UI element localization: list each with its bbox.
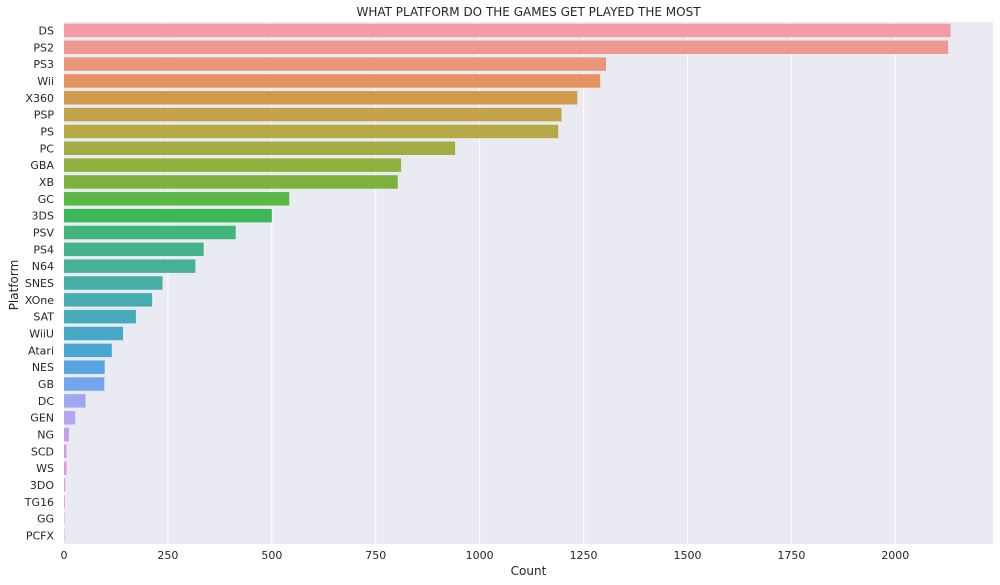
x-tick-label: 0: [61, 549, 68, 562]
y-tick-label: N64: [32, 260, 54, 273]
y-tick-label: PS: [40, 125, 54, 138]
y-tick-label: WS: [36, 462, 54, 475]
bar-ps2: [64, 40, 949, 54]
bar-ps4: [64, 242, 204, 257]
y-tick-label: WiiU: [29, 328, 54, 341]
x-tick-label: 2000: [881, 549, 909, 562]
y-tick-label: GG: [37, 513, 54, 526]
x-tick-label: 1000: [466, 549, 494, 562]
y-tick-label: NES: [32, 361, 54, 374]
bar-snes: [64, 276, 163, 290]
y-tick-label: PSV: [33, 226, 55, 239]
x-tick-labels: 0 250 500 750 1000 1250 1500 1750 2000: [61, 549, 910, 562]
y-tick-label: Atari: [28, 344, 54, 357]
x-tick-label: 250: [157, 549, 178, 562]
chart-title: WHAT PLATFORM DO THE GAMES GET PLAYED TH…: [356, 5, 701, 19]
y-tick-label: PS2: [33, 41, 54, 54]
y-tick-label: GC: [38, 193, 55, 206]
bar-gb: [64, 377, 105, 391]
bar-psv: [64, 225, 236, 240]
bar-atari: [64, 343, 112, 358]
y-tick-label: GB: [38, 378, 54, 391]
bar-ps3: [64, 57, 607, 71]
y-tick-label: SNES: [25, 277, 54, 290]
y-tick-label: DC: [38, 395, 54, 408]
x-tick-label: 750: [365, 549, 386, 562]
bar-nes: [64, 360, 105, 374]
bar-n64: [64, 259, 196, 273]
bars: [64, 23, 951, 543]
bar-gba: [64, 158, 402, 172]
y-tick-label: PS3: [33, 58, 54, 71]
y-tick-label: NG: [37, 429, 54, 442]
bar-x360: [64, 91, 578, 105]
bar-3do: [64, 478, 66, 492]
bar-ds: [64, 23, 951, 38]
x-tick-label: 1250: [570, 549, 598, 562]
y-tick-label: 3DS: [32, 210, 54, 223]
y-tick-label: XOne: [25, 294, 54, 307]
bar-psp: [64, 107, 562, 122]
bar-ws: [64, 461, 67, 475]
bar-dc: [64, 394, 86, 408]
x-axis-label: Count: [510, 564, 547, 578]
bar-xone: [64, 293, 153, 307]
bar-gc: [64, 192, 290, 206]
y-tick-label: PS4: [33, 243, 54, 256]
bar-ng: [64, 427, 69, 442]
x-tick-label: 1500: [673, 549, 701, 562]
y-tick-labels: DS PS2 PS3 Wii X360 PSP PS PC GBA XB GC 3DS PSV PS4 N6…: [24, 24, 55, 542]
bar-ps: [64, 124, 559, 139]
bar-3ds: [64, 208, 272, 223]
bar-gen: [64, 410, 76, 425]
bar-wiiu: [64, 326, 124, 341]
y-tick-label: SAT: [33, 311, 54, 324]
y-tick-label: GEN: [30, 412, 54, 425]
bar-sat: [64, 309, 136, 324]
y-tick-label: GBA: [30, 159, 54, 172]
bar-tg16: [64, 495, 65, 509]
y-tick-label: DS: [39, 24, 54, 37]
y-tick-label: PC: [40, 142, 55, 155]
y-tick-label: TG16: [24, 496, 54, 509]
bar-wii: [64, 74, 601, 88]
y-tick-label: X360: [25, 92, 54, 105]
x-tick-label: 1750: [777, 549, 805, 562]
bar-pc: [64, 141, 456, 156]
y-tick-label: PSP: [34, 109, 55, 122]
y-tick-label: 3DO: [30, 479, 54, 492]
y-tick-label: PCFX: [26, 530, 55, 543]
bar-xb: [64, 175, 398, 189]
y-tick-label: XB: [39, 176, 54, 189]
bar-scd: [64, 444, 67, 459]
y-tick-label: SCD: [31, 445, 54, 458]
y-tick-label: Wii: [37, 75, 54, 88]
x-tick-label: 500: [261, 549, 282, 562]
